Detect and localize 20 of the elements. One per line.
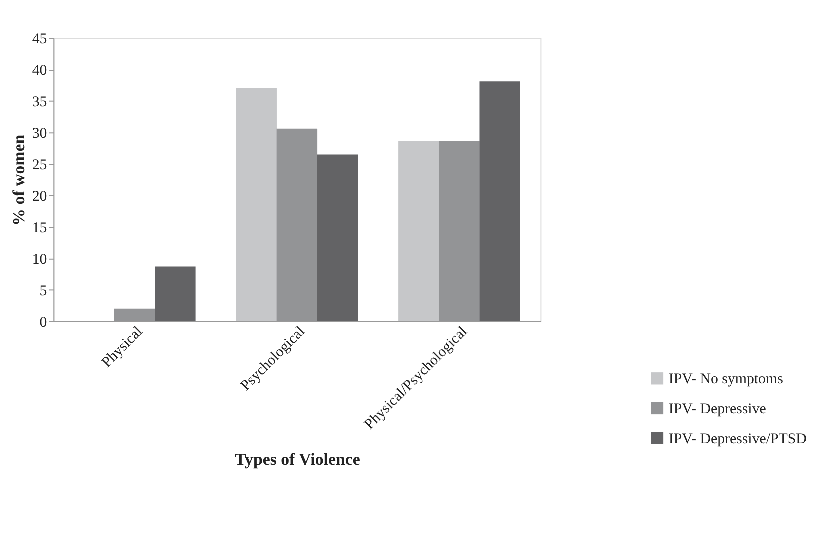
y-tick-label: 10 [32,252,48,268]
y-tick-label: 45 [32,32,48,48]
y-tick-label: 35 [32,94,48,111]
y-tick-label: 20 [32,189,48,206]
bar [155,266,196,322]
legend-label: IPV- No symptoms [668,372,784,388]
legend-label: IPV- Depressive [668,401,767,418]
bar [480,82,520,322]
y-tick-label: 0 [40,314,48,331]
y-tick-label: 5 [40,283,48,300]
y-tick-label: 30 [32,126,48,142]
y-tick-label: 15 [32,220,48,237]
bar [398,141,440,322]
bar [236,88,277,322]
legend-label: IPV- Depressive/PTSD [668,431,808,448]
bar [317,154,358,322]
y-tick-label: 40 [32,63,48,80]
y-tick-label: 25 [32,158,48,174]
y-axis-title: % of women [9,134,28,226]
x-axis-title: Types of Violence [235,450,361,470]
